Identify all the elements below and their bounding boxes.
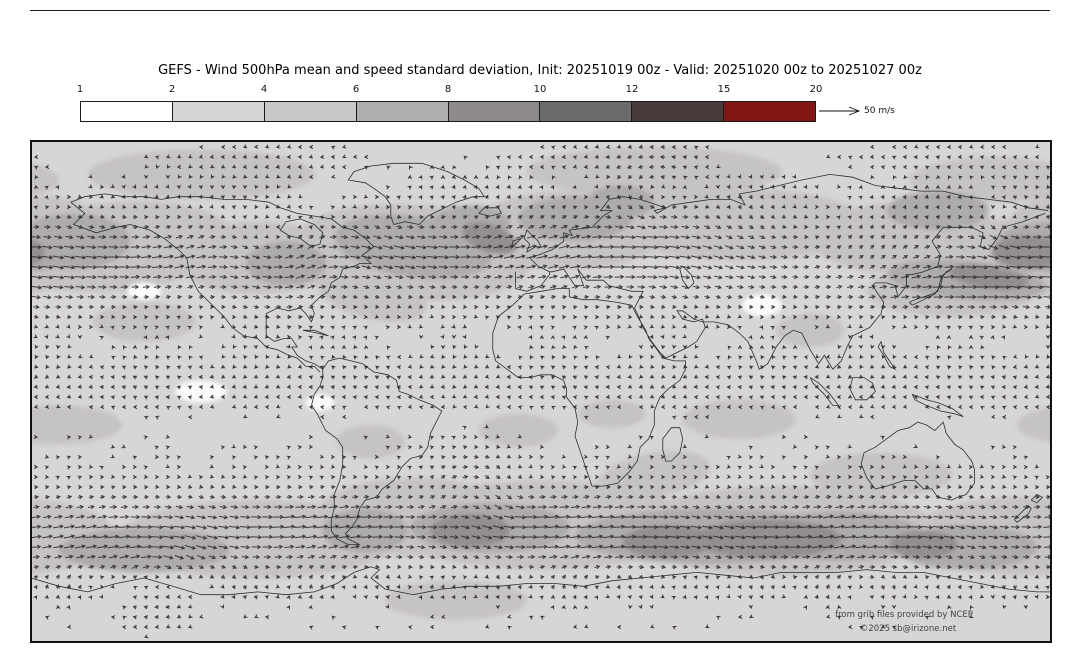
figure-top-rule — [30, 10, 1050, 11]
colorbar-tick: 1 — [76, 84, 84, 95]
quiver-key-arrow-icon — [819, 106, 861, 116]
quiver-key-label: 50 m/s — [864, 106, 895, 116]
colorbar-segment — [356, 102, 449, 121]
wind-arrows-layer — [31, 144, 1051, 639]
attribution-copyright: ©2025 sb@irizone.net — [859, 624, 957, 634]
colorbar-ticks: 1 2 4 6 8 10 12 15 20 — [76, 84, 823, 97]
colorbar-segment — [172, 102, 265, 121]
colorbar-tick: 20 — [809, 84, 823, 95]
attribution-source: from grib files provided by NCEP — [835, 610, 973, 620]
map-border — [31, 141, 1051, 642]
colorbar-segment — [632, 102, 725, 121]
quiver-key: 50 m/s — [818, 100, 928, 124]
map-canvas — [31, 141, 1051, 642]
colorbar: 1 2 4 6 8 10 12 15 20 — [76, 84, 823, 124]
coastline-layer — [31, 162, 1051, 596]
colorbar-segment — [448, 102, 541, 121]
colorbar-segment — [81, 102, 173, 121]
colorbar-tick: 15 — [717, 84, 731, 95]
colorbar-segment — [724, 102, 815, 121]
colorbar-tick: 4 — [260, 84, 268, 95]
world-map: from grib files provided by NCEP ©2025 s… — [30, 140, 1052, 643]
colorbar-tick: 12 — [625, 84, 639, 95]
colorbar-tick: 8 — [444, 84, 452, 95]
colorbar-bar — [80, 101, 816, 122]
colorbar-tick: 10 — [533, 84, 547, 95]
figure-title: GEFS - Wind 500hPa mean and speed standa… — [158, 63, 922, 78]
colorbar-segment — [540, 102, 633, 121]
colorbar-tick: 2 — [168, 84, 176, 95]
colorbar-tick: 6 — [352, 84, 360, 95]
colorbar-segment — [264, 102, 357, 121]
